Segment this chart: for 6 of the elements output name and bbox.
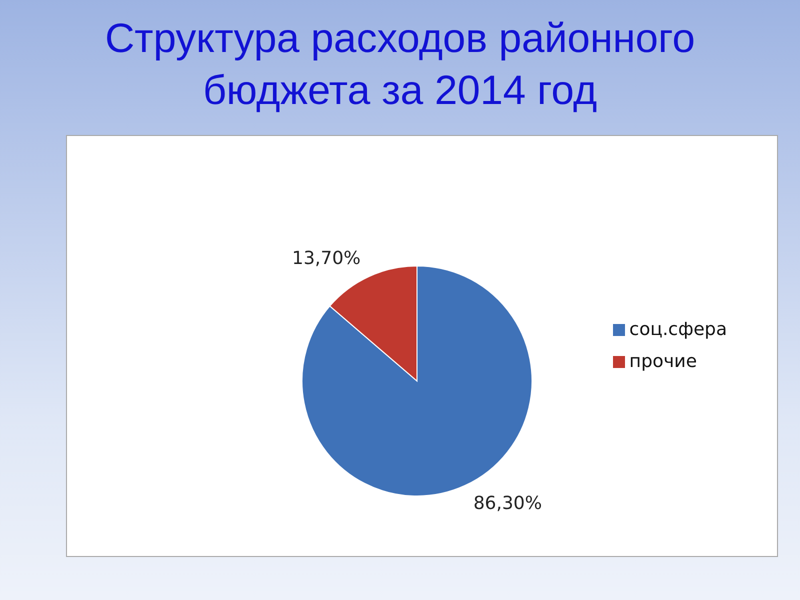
data-label: 13,70% [292, 248, 361, 269]
legend-label: прочие [629, 351, 697, 372]
data-label: 86,30% [473, 493, 542, 514]
pie-slice [302, 266, 532, 496]
chart-title: Структура расходов районного бюджета за 2014 год [104, 14, 696, 115]
legend-label: соц.сфера [629, 319, 727, 340]
